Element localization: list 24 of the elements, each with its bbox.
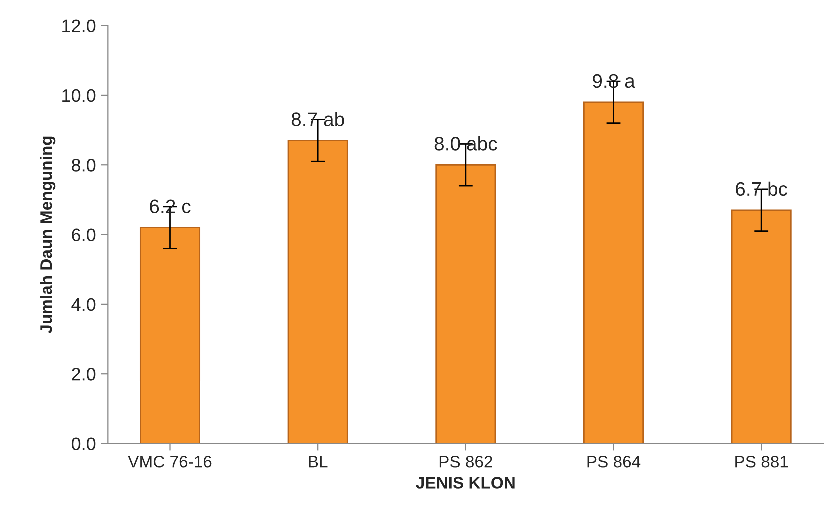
- y-tick-label: 8.0: [72, 159, 96, 172]
- y-tick-label: 12.0: [62, 20, 96, 33]
- y-tick-label: 4.0: [72, 298, 96, 312]
- data-label: 8.7 ab: [292, 112, 344, 126]
- y-tick-label: 0.0: [72, 438, 96, 450]
- y-tick-label: 6.0: [72, 228, 96, 242]
- bar: [140, 227, 201, 444]
- x-tick-label: VMC 76-16: [128, 456, 212, 468]
- bar: [731, 210, 792, 444]
- data-label: 6.2 c: [150, 200, 191, 214]
- y-axis-title: Jumlah Daun Menguning: [40, 136, 56, 334]
- y-tick-label: 10.0: [62, 89, 96, 102]
- x-tick-label: PS 864: [588, 456, 641, 468]
- x-tick-label: PS 881: [736, 456, 788, 468]
- x-tick-label: PS 862: [440, 456, 492, 468]
- y-tick-label: 2.0: [72, 368, 96, 381]
- bar: [583, 102, 644, 444]
- data-label: 6.7 bc: [736, 182, 788, 196]
- bar: [288, 140, 348, 444]
- x-axis-title: JENIS KLON: [416, 477, 515, 489]
- bar: [436, 164, 496, 444]
- x-tick-label: BL: [309, 456, 328, 468]
- data-label: 9.8 a: [593, 74, 636, 88]
- data-label: 8.0 abc: [434, 136, 498, 151]
